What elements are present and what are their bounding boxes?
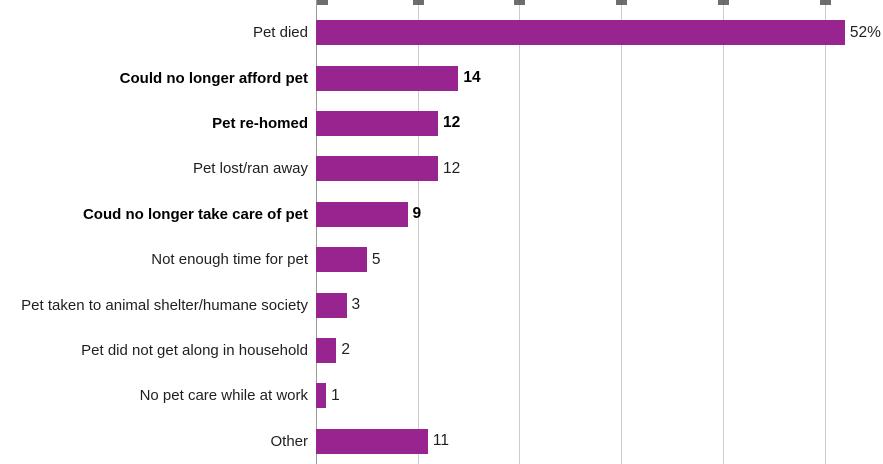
category-label: Coud no longer take care of pet xyxy=(82,205,308,223)
bar xyxy=(316,201,408,227)
cropped-axis-tick-label xyxy=(616,0,628,5)
value-label: 9 xyxy=(412,205,422,223)
value-label: 5 xyxy=(371,250,381,268)
category-label: Not enough time for pet xyxy=(151,251,308,269)
bar-row: Pet taken to animal shelter/humane socie… xyxy=(0,282,883,327)
cropped-axis-tick-label xyxy=(819,0,831,5)
y-axis-line xyxy=(316,0,317,464)
value-label: 52% xyxy=(849,23,881,41)
value-label: 3 xyxy=(351,296,361,314)
cropped-axis-tick-label xyxy=(514,0,526,5)
gridline xyxy=(824,0,826,464)
bar-row: No pet care while at work 1 xyxy=(0,373,883,418)
bar-rows: Pet died 52% Could no longer afford pet 14 P… xyxy=(0,10,883,464)
bar xyxy=(316,383,327,409)
bar xyxy=(316,110,439,136)
bar-row: Pet re-homed 12 xyxy=(0,101,883,146)
bar xyxy=(316,156,439,182)
gridline xyxy=(519,0,521,464)
value-label: 14 xyxy=(463,69,481,87)
category-label: Pet lost/ran away xyxy=(192,160,308,178)
gridline xyxy=(417,0,419,464)
bar xyxy=(316,65,459,91)
bar xyxy=(316,247,367,273)
bar-row: Pet lost/ran away 12 xyxy=(0,146,883,191)
category-label: Pet taken to animal shelter/humane socie… xyxy=(21,296,308,314)
bar xyxy=(316,428,428,454)
value-label: 12 xyxy=(443,114,461,132)
bar-row: Other 11 xyxy=(0,419,883,464)
bar-row: Pet did not get along in household 2 xyxy=(0,328,883,373)
bar-row: Coud no longer take care of pet 9 xyxy=(0,192,883,237)
bar-row: Could no longer afford pet 14 xyxy=(0,55,883,100)
value-label: 12 xyxy=(443,159,461,177)
cropped-axis-tick-label xyxy=(317,0,328,5)
category-label: Other xyxy=(270,432,308,450)
category-label: No pet care while at work xyxy=(139,387,308,405)
category-label: Pet re-homed xyxy=(212,114,308,132)
value-label: 1 xyxy=(331,386,340,404)
bar-row: Not enough time for pet 5 xyxy=(0,237,883,282)
cropped-axis-tick-label xyxy=(717,0,729,5)
bar-row: Pet died 52% xyxy=(0,10,883,55)
category-label: Pet died xyxy=(252,24,308,42)
value-label: 11 xyxy=(432,432,449,450)
gridline xyxy=(621,0,623,464)
category-label: Could no longer afford pet xyxy=(119,69,308,87)
gridline xyxy=(722,0,724,464)
bar xyxy=(316,292,347,318)
category-label: Pet did not get along in household xyxy=(81,341,308,359)
bar xyxy=(316,20,845,46)
value-label: 2 xyxy=(341,341,350,359)
bar xyxy=(316,337,337,363)
cropped-axis-tick-label xyxy=(412,0,424,5)
